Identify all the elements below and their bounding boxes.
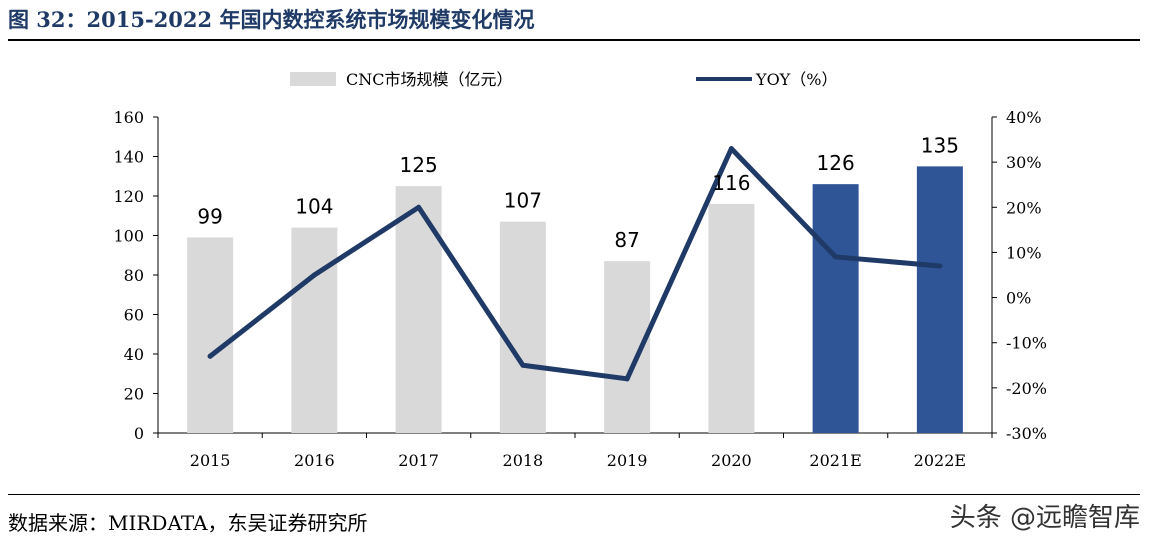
yoy-point-2020 — [728, 146, 734, 152]
left-axis-tick-label: 60 — [124, 306, 144, 325]
bar-2017 — [395, 186, 442, 433]
x-axis-tick-label: 2019 — [607, 451, 648, 470]
left-axis-tick-label: 0 — [134, 424, 144, 443]
yoy-point-2018 — [520, 362, 526, 368]
bar-value-label: 99 — [197, 204, 222, 228]
right-axis-tick-label: -10% — [1006, 334, 1047, 353]
x-axis-tick-label: 2016 — [294, 451, 335, 470]
left-axis-tick-label: 40 — [124, 345, 144, 364]
source-note: 数据来源：MIRDATA，东吴证券研究所 — [8, 511, 368, 535]
x-axis-tick-label: 2017 — [398, 451, 439, 470]
title-divider — [8, 39, 1140, 41]
yoy-point-2015 — [207, 353, 213, 359]
right-axis-tick-label: 40% — [1006, 108, 1042, 127]
right-axis-tick-label: 30% — [1006, 153, 1042, 172]
figure-title: 图 32：2015-2022 年国内数控系统市场规模变化情况 — [8, 7, 535, 32]
x-axis-tick-label: 2018 — [503, 451, 544, 470]
bar-value-label: 104 — [295, 195, 333, 219]
right-axis-tick-label: -30% — [1006, 424, 1047, 443]
bar-value-label: 125 — [400, 153, 438, 177]
x-axis-tick-label: 2022E — [914, 451, 966, 470]
yoy-line — [207, 146, 943, 382]
left-axis-tick-label: 160 — [113, 108, 144, 127]
bar-2015 — [187, 237, 234, 433]
right-axis-tick-label: -20% — [1006, 379, 1047, 398]
bar-value-label: 135 — [921, 133, 959, 157]
bar-value-label: 116 — [712, 171, 750, 195]
left-axis-tick-label: 140 — [113, 148, 144, 167]
yoy-point-2016 — [311, 272, 317, 278]
chart-legend: CNC市场规模（亿元） YOY（%） — [290, 70, 837, 89]
x-axis-tick-label: 2021E — [809, 451, 861, 470]
bar-2016 — [291, 227, 338, 433]
yoy-point-2022E — [937, 263, 943, 269]
right-axis-tick-label: 20% — [1006, 198, 1042, 217]
bar-value-label: 87 — [614, 228, 639, 252]
right-axis-tick-label: 0% — [1006, 289, 1031, 308]
source-divider — [8, 494, 1140, 495]
bar-value-label: 107 — [504, 189, 542, 213]
bar-line-chart: CNC市场规模（亿元） YOY（%） 0 20 40 60 80 100 120 140 160… — [113, 70, 1047, 470]
yoy-point-2017 — [416, 204, 422, 210]
legend-swatch-bar — [290, 72, 336, 86]
legend-label-line: YOY（%） — [755, 70, 837, 89]
right-axis-tick-label: 10% — [1006, 243, 1042, 262]
bar-2021E — [812, 184, 859, 433]
watermark-text: 头条 @远瞻智库 — [949, 503, 1140, 533]
x-axis-tick-label: 2015 — [190, 451, 231, 470]
bar-2022E — [916, 166, 963, 433]
bar-value-label: 126 — [817, 151, 855, 175]
bar-2018 — [499, 221, 546, 433]
x-axis-tick-label: 2020 — [711, 451, 752, 470]
left-axis-tick-label: 100 — [113, 227, 144, 246]
yoy-point-2021E — [833, 254, 839, 260]
left-axis-tick-label: 80 — [124, 266, 144, 285]
yoy-point-2019 — [624, 376, 630, 382]
left-axis-tick-label: 20 — [124, 385, 144, 404]
legend-label-bar: CNC市场规模（亿元） — [346, 70, 513, 89]
left-axis-tick-label: 120 — [113, 187, 144, 206]
bar-2020 — [708, 203, 755, 433]
